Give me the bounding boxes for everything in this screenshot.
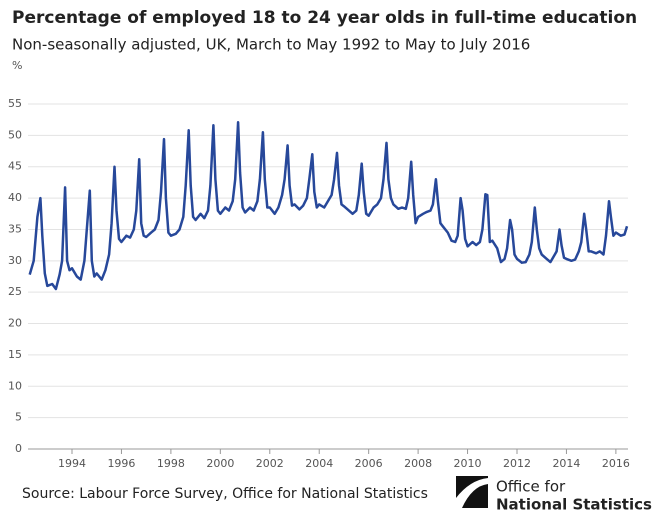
y-tick-label: 20 xyxy=(8,317,22,330)
x-tick-label: 1996 xyxy=(107,457,135,470)
x-tick-label: 1994 xyxy=(58,457,86,470)
logo-swoosh xyxy=(456,478,488,508)
y-tick-label: 50 xyxy=(8,128,22,141)
x-tick-label: 2010 xyxy=(454,457,482,470)
chart-subtitle: Non-seasonally adjusted, UK, March to Ma… xyxy=(12,36,530,54)
x-tick-label: 2012 xyxy=(503,457,531,470)
data-line xyxy=(28,120,629,291)
logo: Office for National Statistics xyxy=(456,476,652,514)
x-tick-label: 2004 xyxy=(305,457,333,470)
y-tick-label: 15 xyxy=(8,348,22,361)
source: Source: Labour Force Survey, Office for … xyxy=(22,486,428,502)
y-tick-label: 45 xyxy=(8,160,22,173)
logo-line: National Statistics xyxy=(496,496,652,514)
y-tick-label: 10 xyxy=(8,379,22,392)
chart-title: Percentage of employed 18 to 24 year old… xyxy=(12,8,637,28)
y-tick-label: 30 xyxy=(8,254,22,267)
y-tick-label: 40 xyxy=(8,191,22,204)
logo-line: Office for xyxy=(496,478,566,496)
y-unit: % xyxy=(12,59,22,72)
y-tick-label: 35 xyxy=(8,222,22,235)
y-tick-label: 25 xyxy=(8,285,22,298)
x-tick-label: 1998 xyxy=(157,457,185,470)
x-tick-label: 2002 xyxy=(256,457,284,470)
x-tick-label: 2008 xyxy=(404,457,432,470)
y-tick-label: 0 xyxy=(15,442,22,455)
y-tick-label: 5 xyxy=(15,411,22,424)
x-tick-label: 2006 xyxy=(355,457,383,470)
x-tick-label: 2014 xyxy=(552,457,580,470)
x-tick-label: 2000 xyxy=(206,457,234,470)
y-tick-label: 55 xyxy=(8,97,22,110)
x-tick-label: 2016 xyxy=(602,457,630,470)
